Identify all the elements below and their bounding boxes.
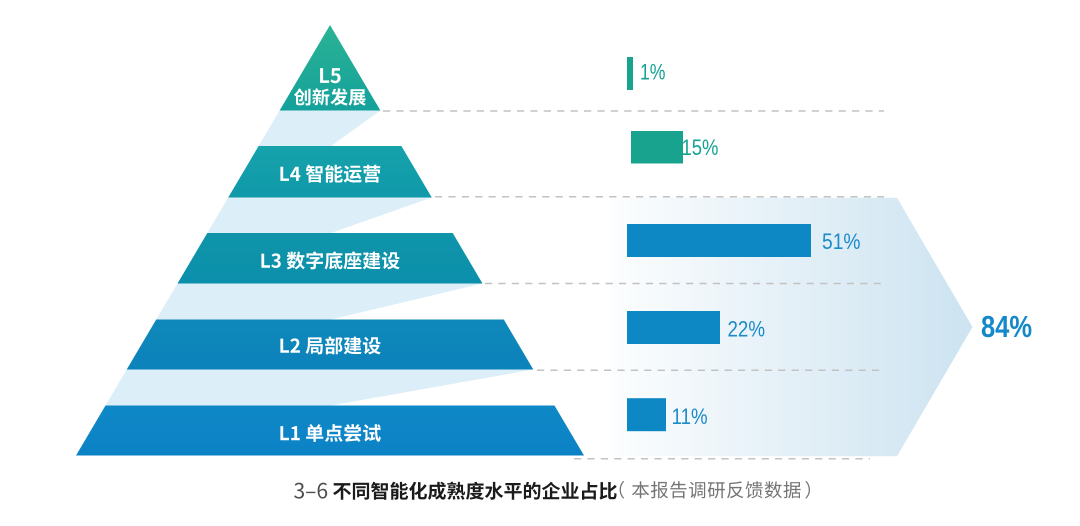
svg-text:51%: 51% <box>822 229 861 254</box>
svg-text:1%: 1% <box>640 60 666 85</box>
svg-text:84%: 84% <box>981 309 1032 344</box>
svg-text:11%: 11% <box>672 404 708 429</box>
svg-text:15%: 15% <box>682 135 719 160</box>
svg-text:22%: 22% <box>728 317 766 342</box>
